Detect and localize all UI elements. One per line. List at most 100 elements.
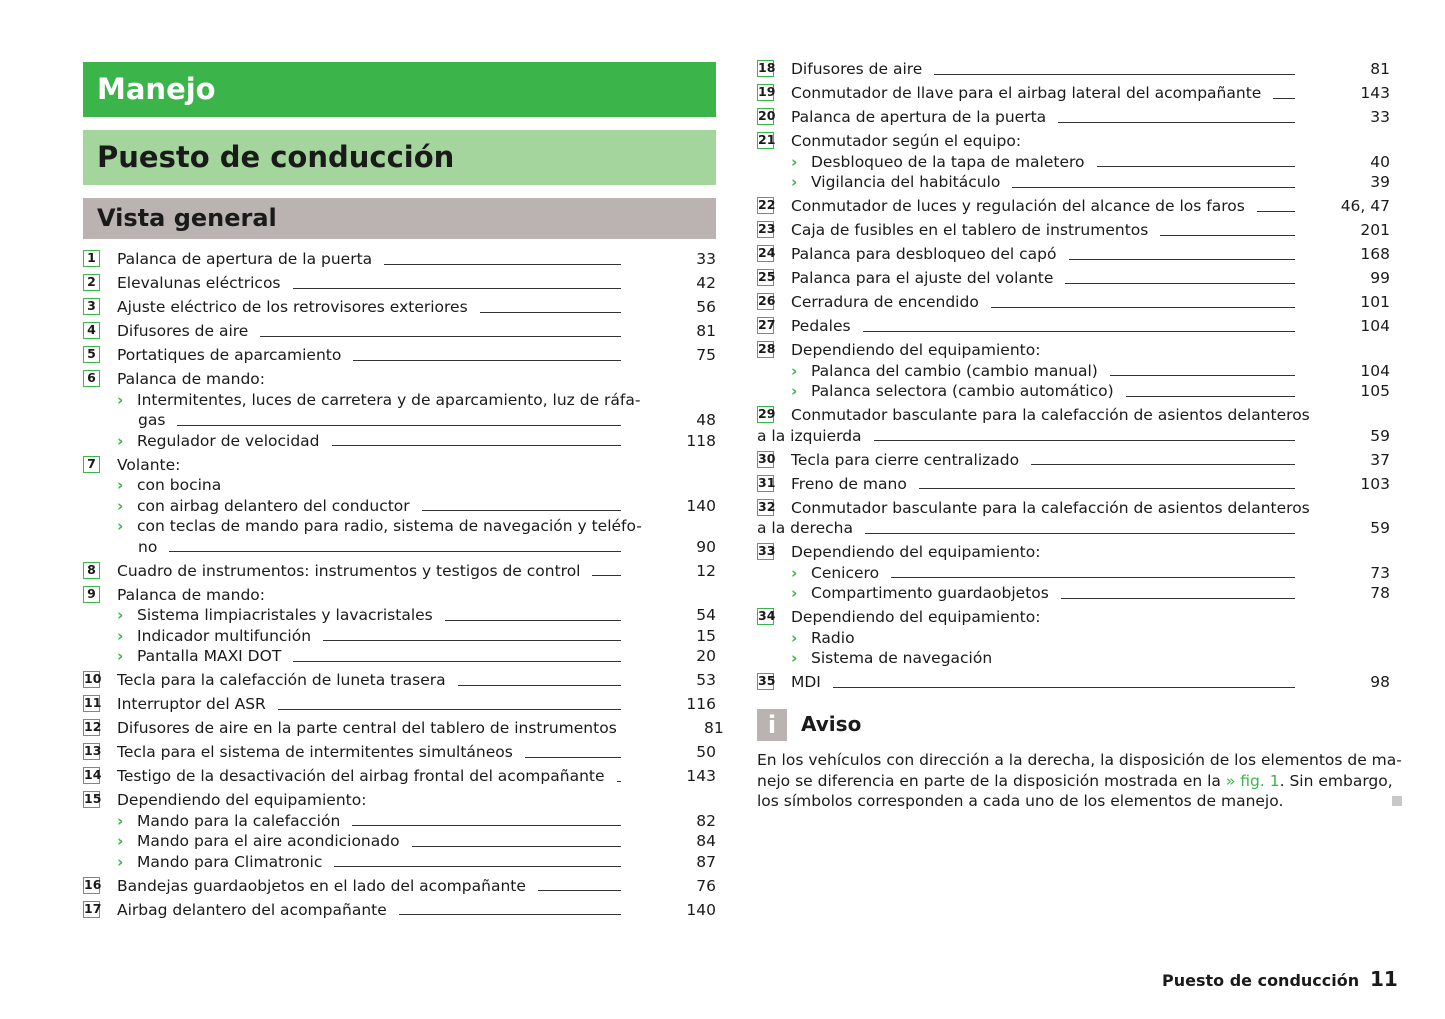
section-header: Puesto de conducción <box>83 130 716 185</box>
item-number-box: 35 <box>757 673 776 690</box>
aviso-text: En los vehículos con dirección a la dere… <box>757 750 1402 812</box>
page-reference: 39 <box>1370 173 1390 191</box>
list-item: 31 Freno de mano 103 <box>757 474 1390 495</box>
leader-line <box>398 914 621 915</box>
sub-item-label-wrap: › Mando para el aire acondicionado <box>117 831 400 852</box>
page-reference: 143 <box>686 767 716 785</box>
sub-item-label-wrap: › Palanca selectora (cambio automático) <box>791 381 1114 402</box>
sub-item-label-wrap: › Cenicero <box>791 563 879 584</box>
item-number-box: 2 <box>83 274 100 291</box>
sub-item: › Palanca del cambio (cambio manual) 104 <box>757 361 1390 382</box>
list-item: 27 Pedales 104 <box>757 316 1390 337</box>
list-item: 6 Palanca de mando: <box>83 369 716 390</box>
item-label: Palanca de mando: <box>117 585 265 604</box>
sub-item: › con teclas de mando para radio, sistema… <box>83 516 716 537</box>
sub-item-label: Sistema limpiacristales y lavacristales <box>137 606 433 624</box>
legend-list-left: 1 Palanca de apertura de la puerta 33 2 Elev… <box>83 249 724 921</box>
list-item: 28 Dependiendo del equipamiento: <box>757 340 1390 361</box>
page-reference: 104 <box>1360 317 1390 335</box>
chevron-right-icon: › <box>117 517 124 535</box>
item-label: Palanca para el ajuste del volante <box>791 269 1054 287</box>
leader-line <box>421 510 621 511</box>
item-label: Caja de fusibles en el tablero de instru… <box>791 221 1149 239</box>
sub-item: › Cenicero 73 <box>757 563 1390 584</box>
chevron-right-icon: › <box>117 647 124 665</box>
sub-item-label: Indicador multifunción <box>137 626 312 645</box>
leader-line <box>918 488 1295 489</box>
aviso-line: los símbolos corresponden a cada uno de … <box>757 792 1284 810</box>
page-reference: 99 <box>1370 269 1390 287</box>
leader-line <box>384 263 621 265</box>
list-item: 20 Palanca de apertura de la puerta 33 <box>757 107 1390 128</box>
chevron-right-icon: › <box>791 152 798 171</box>
item-number-box: 16 <box>83 876 102 894</box>
page-reference: 33 <box>696 250 716 268</box>
item-number-box: 23 <box>757 221 776 238</box>
item-number-box: 33 <box>757 543 776 560</box>
list-item: 15 Dependiendo del equipamiento: <box>83 790 716 811</box>
page-reference: 76 <box>696 876 716 895</box>
item-label: Ajuste eléctrico de los retrovisores ext… <box>117 298 468 316</box>
item-label: Tecla para cierre centralizado <box>791 450 1020 469</box>
item-number-box: 32 <box>757 498 776 516</box>
sub-item-label-wrap: › Mando para Climatronic <box>117 852 322 873</box>
chevron-right-icon: › <box>791 382 798 400</box>
page-reference: 50 <box>696 743 716 761</box>
item-number-box: 27 <box>757 317 776 334</box>
sub-item-label-wrap: › Radio <box>791 628 855 649</box>
item-number-box: 34 <box>757 608 776 625</box>
item-number-box: 5 <box>83 346 100 363</box>
sub-item: › Desbloqueo de la tapa de maletero 40 <box>757 152 1390 173</box>
list-item: 14 Testigo de la desactivación del airbag… <box>83 766 716 787</box>
sub-item-label-wrap: › Intermitentes, luces de carretera y de … <box>117 390 640 411</box>
sub-item: › Sistema limpiacristales y lavacristales… <box>83 605 716 626</box>
page-reference: 140 <box>686 496 716 515</box>
chevron-right-icon: › <box>117 832 124 850</box>
leader-line <box>537 890 621 891</box>
item-number-box: 19 <box>757 84 776 101</box>
leader-line <box>293 660 621 662</box>
leader-line <box>862 330 1295 332</box>
list-item: 7 Volante: <box>83 455 716 476</box>
page-reference: 81 <box>1370 60 1390 78</box>
sub-item-label-wrap: › Desbloqueo de la tapa de maletero <box>791 152 1085 173</box>
item-number-box: 9 <box>83 585 100 603</box>
list-item: 1 Palanca de apertura de la puerta 33 <box>83 249 716 270</box>
list-item: 12 Difusores de aire en la parte central … <box>83 718 724 739</box>
list-item: 24 Palanca para desbloqueo del capó 168 <box>757 244 1390 265</box>
sub-item-label: con teclas de mando para radio, sistema … <box>137 517 642 535</box>
end-of-section-marker <box>1392 796 1402 806</box>
chevron-right-icon: › <box>117 390 124 409</box>
page-reference: 81 <box>696 322 716 340</box>
leader-line <box>1060 597 1295 599</box>
page-reference: 116 <box>686 695 716 713</box>
sub-item: › Compartimento guardaobjetos 78 <box>757 583 1390 604</box>
aviso-line: En los vehículos con dirección a la dere… <box>757 751 1402 769</box>
list-item: 17 Airbag delantero del acompañante 140 <box>83 900 716 921</box>
figure-link[interactable]: » fig. 1 <box>1225 771 1280 790</box>
item-number-box: 14 <box>83 767 102 784</box>
chevron-right-icon: › <box>117 852 124 871</box>
sub-item: › Pantalla MAXI DOT 20 <box>83 646 716 667</box>
leader-line <box>873 440 1295 441</box>
item-label: Testigo de la desactivación del airbag f… <box>117 767 605 785</box>
page-reference: 37 <box>1370 450 1390 469</box>
list-item: 35 MDI 98 <box>757 672 1390 693</box>
list-item: 29 Conmutador basculante para la calefacc… <box>757 405 1390 426</box>
page-reference: 78 <box>1370 584 1390 602</box>
item-label: Difusores de aire <box>117 322 249 340</box>
item-number-box: 3 <box>83 298 100 315</box>
page-reference: 90 <box>696 537 716 556</box>
sub-item-label-continuation: gas <box>138 411 166 429</box>
list-item: 18 Difusores de aire 81 <box>757 59 1390 80</box>
leader-line <box>1058 121 1295 123</box>
sub-item-label: Compartimento guardaobjetos <box>811 584 1049 602</box>
chevron-right-icon: › <box>117 431 124 450</box>
sub-item-label-wrap: › Pantalla MAXI DOT <box>117 646 281 667</box>
chevron-right-icon: › <box>117 811 124 830</box>
item-number-box: 25 <box>757 269 776 286</box>
list-item: 21 Conmutador según el equipo: <box>757 131 1390 152</box>
page-reference: 103 <box>1360 474 1390 493</box>
leader-line <box>334 866 621 867</box>
leader-line <box>1031 464 1295 465</box>
